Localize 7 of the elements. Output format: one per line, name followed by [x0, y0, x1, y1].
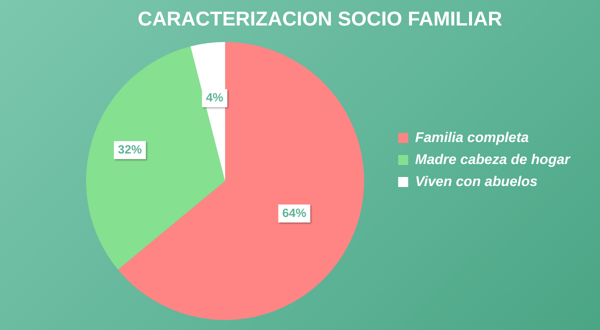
chart-title: CARACTERIZACION SOCIO FAMILIAR — [138, 8, 503, 31]
legend-label: Familia completa — [415, 128, 529, 145]
data-label: 4% — [206, 90, 224, 105]
data-label: 64% — [282, 206, 307, 220]
legend-label: Viven con abuelos — [415, 172, 538, 189]
legend-label: Madre cabeza de hogar — [415, 150, 572, 167]
data-label: 32% — [118, 142, 142, 156]
